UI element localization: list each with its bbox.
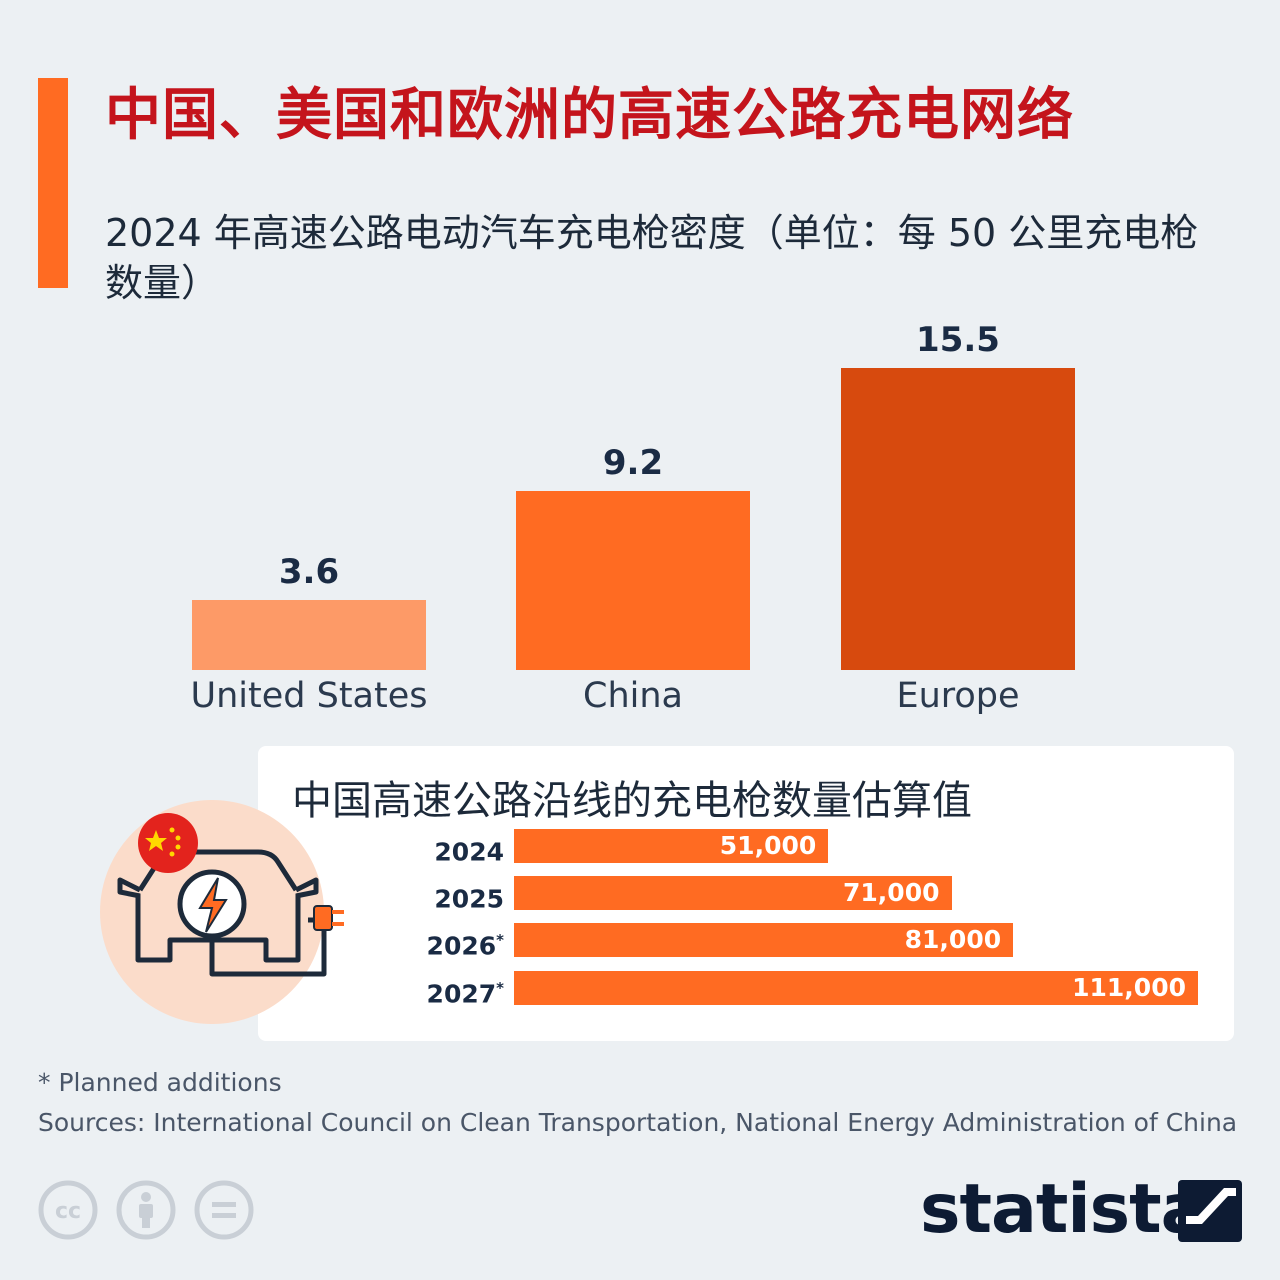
bar-value-united-states: 3.6 [278, 551, 340, 592]
category-label-united-states: United States [190, 676, 428, 716]
category-label-china: China [583, 676, 683, 716]
ev-charging-car-icon [100, 800, 350, 1025]
hbar-value-2027: 111,000 [1072, 973, 1186, 1002]
bar-value-china: 9.2 [602, 442, 664, 483]
chart-subtitle: 2024 年高速公路电动汽车充电枪密度（单位：每 50 公里充电枪数量） [105, 211, 1199, 305]
bar-china [516, 490, 750, 670]
year-label-2026: 2026* [344, 923, 504, 963]
footnote-planned: * Planned additions [38, 1068, 282, 1097]
year-text-2026: 2026 [426, 931, 497, 961]
year-text-2024: 2024 [434, 837, 504, 867]
hbar-2026 [514, 923, 1014, 957]
estimate-panel-title: 中国高速公路沿线的充电枪数量估算值 [292, 778, 972, 824]
statista-logo-icon [1178, 1180, 1242, 1242]
china-flag-icon [138, 813, 198, 873]
bar-europe [841, 368, 1075, 670]
hbar-2025 [514, 876, 952, 910]
hbar-2027 [514, 971, 1198, 1005]
category-label-europe: Europe [896, 676, 1020, 716]
year-mark-2026: * [496, 931, 504, 949]
year-label-2024: 2024 [344, 829, 504, 869]
sources-text: Sources: International Council on Clean … [38, 1108, 1238, 1137]
hbar-value-2024: 51,000 [719, 831, 817, 860]
bar-united-states [192, 599, 426, 670]
statista-wordmark[interactable]: statista [920, 1170, 1207, 1249]
hbar-2024 [514, 829, 829, 863]
page-title: 中国、美国和欧洲的高速公路充电网络 [105, 83, 1074, 148]
year-label-2025: 2025 [344, 876, 504, 916]
year-mark-2027: * [496, 979, 504, 997]
hbar-value-2025: 71,000 [843, 878, 940, 907]
no-derivatives-icon[interactable] [194, 1180, 254, 1240]
cc-icon[interactable]: cc [38, 1180, 98, 1240]
hbar-value-2026: 81,000 [904, 925, 1002, 954]
bar-value-europe: 15.5 [916, 320, 1000, 360]
attribution-icon[interactable] [116, 1180, 176, 1240]
svg-text:cc: cc [55, 1199, 81, 1224]
year-text-2027: 2027 [426, 979, 497, 1009]
year-text-2025: 2025 [434, 884, 504, 914]
year-label-2027: 2027* [344, 971, 504, 1011]
accent-bar [38, 78, 68, 288]
